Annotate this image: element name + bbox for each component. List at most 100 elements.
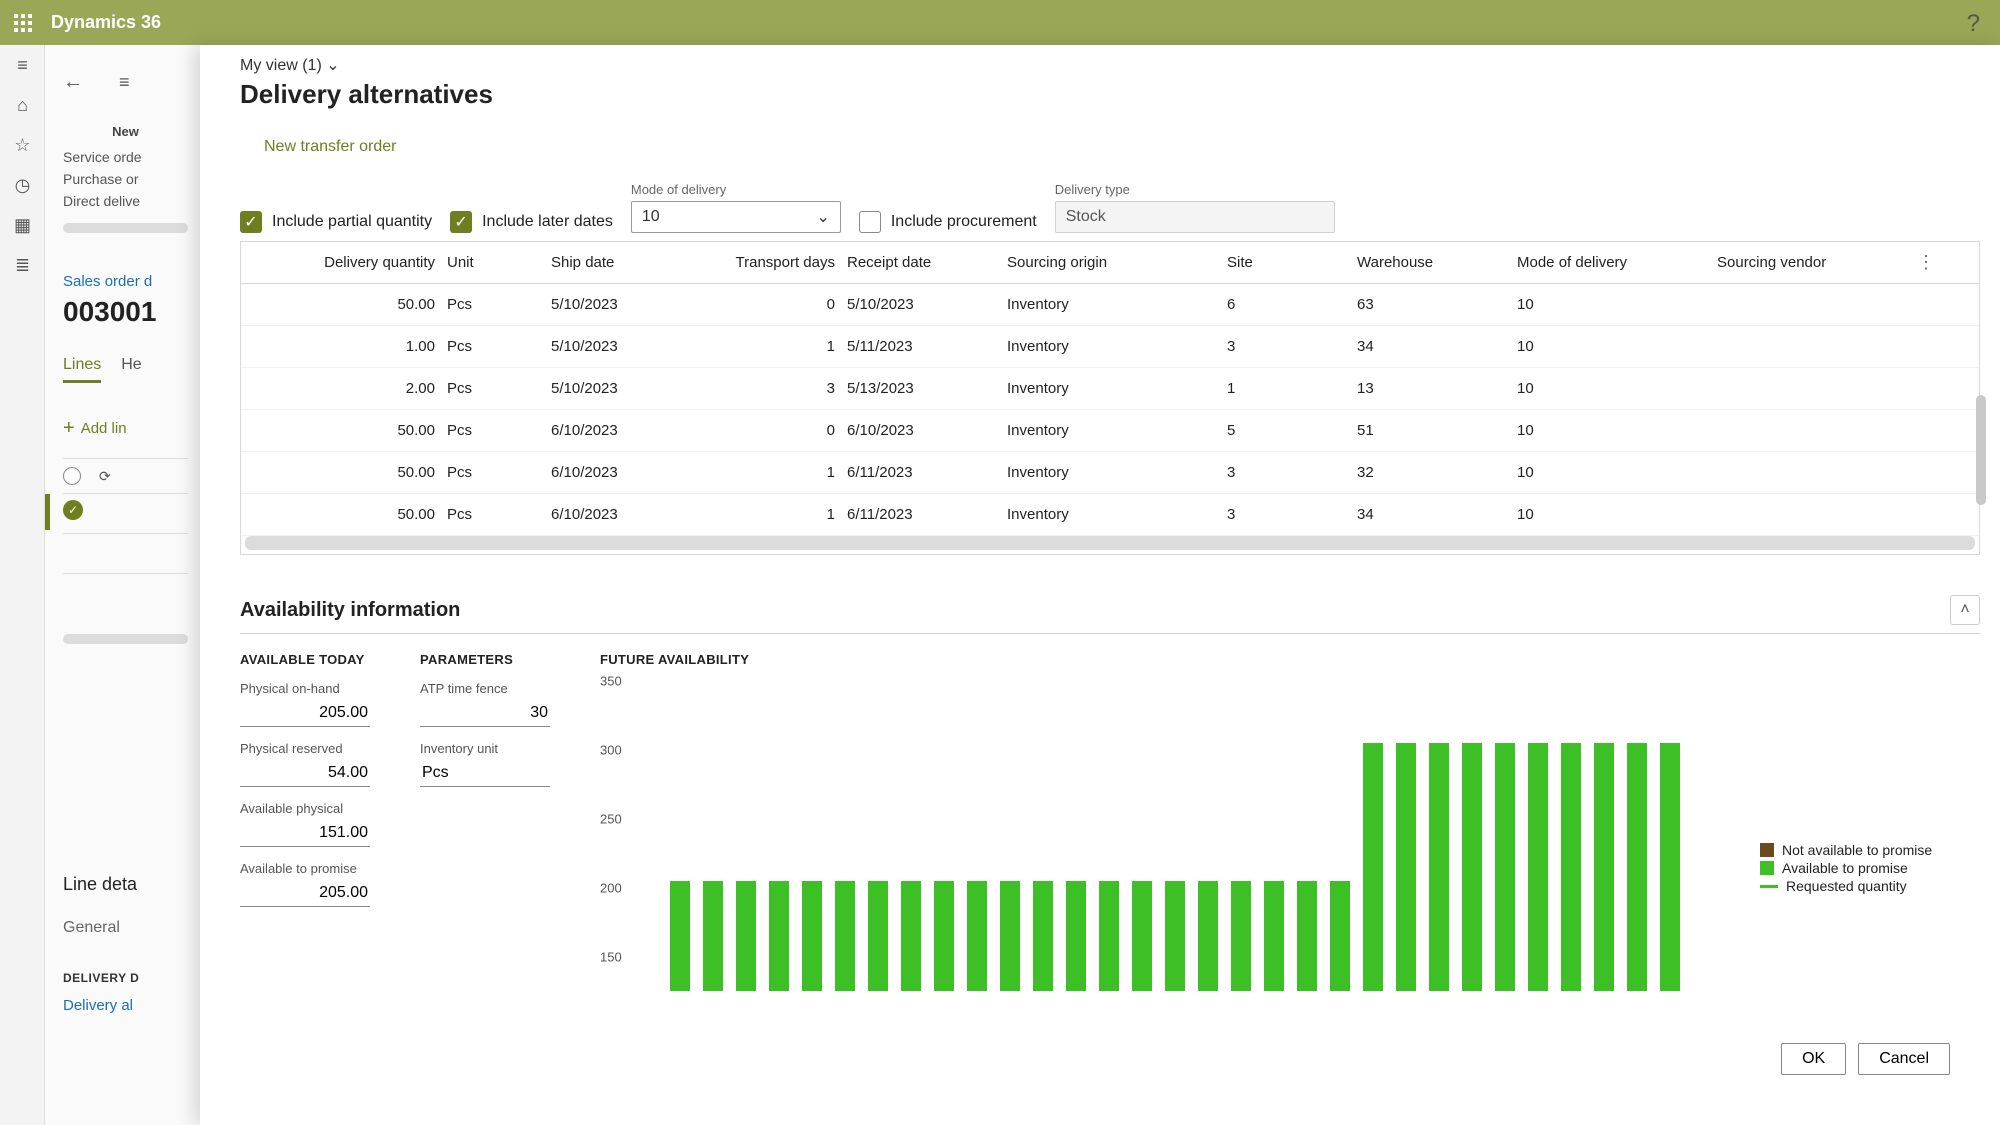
- chart-bar: [1330, 881, 1350, 991]
- physical-on-hand-value[interactable]: 205.00: [240, 700, 370, 727]
- col-header[interactable]: Sourcing origin: [1001, 254, 1221, 271]
- available-physical-value[interactable]: 151.00: [240, 820, 370, 847]
- chart-bar: [1396, 743, 1416, 991]
- col-header[interactable]: Mode of delivery: [1511, 254, 1711, 271]
- table-row[interactable]: 50.00Pcs6/10/202316/11/2023Inventory3341…: [241, 494, 1979, 536]
- delivery-section-header: DELIVERY D: [63, 971, 188, 985]
- row-check-icon[interactable]: ✓: [63, 500, 83, 520]
- chart-bar: [835, 881, 855, 991]
- bg-hscroll[interactable]: [63, 223, 188, 233]
- chart-bar: [1462, 743, 1482, 991]
- row-radio[interactable]: [63, 467, 81, 485]
- chart-bar: [1165, 881, 1185, 991]
- view-selector[interactable]: My view (1) ⌄: [240, 55, 1980, 75]
- col-header[interactable]: Warehouse: [1351, 254, 1511, 271]
- col-header[interactable]: Site: [1221, 254, 1351, 271]
- workspace-icon[interactable]: ▦: [0, 205, 45, 245]
- sales-order-link[interactable]: Sales order d: [63, 273, 188, 290]
- filter-icon[interactable]: ≡: [119, 72, 130, 93]
- tab-lines[interactable]: Lines: [63, 356, 101, 383]
- collapse-section-button[interactable]: ˄: [1950, 595, 1980, 625]
- more-columns-icon[interactable]: ⋮: [1911, 252, 1941, 273]
- chevron-down-icon: ⌄: [816, 207, 829, 227]
- chart-bar: [868, 881, 888, 991]
- bg-link[interactable]: Direct delive: [63, 193, 188, 209]
- table-vscroll[interactable]: [1976, 395, 1986, 505]
- col-header[interactable]: Ship date: [511, 254, 701, 271]
- chart-bar: [1660, 743, 1680, 991]
- checkbox-checked-icon: ✓: [240, 211, 262, 233]
- bg-link[interactable]: Service orde: [63, 149, 188, 165]
- chart-bar: [1264, 881, 1284, 991]
- field-label: Available to promise: [240, 861, 370, 876]
- dialog-footer: OK Cancel: [1761, 1035, 1950, 1075]
- page-title: Delivery alternatives: [240, 79, 1980, 110]
- mode-of-delivery-label: Mode of delivery: [631, 182, 841, 197]
- menu-icon[interactable]: ≡: [0, 45, 45, 85]
- back-arrow-icon[interactable]: ←: [63, 71, 83, 94]
- table-row[interactable]: 50.00Pcs6/10/202316/11/2023Inventory3321…: [241, 452, 1979, 494]
- table-hscroll[interactable]: [245, 536, 1975, 550]
- add-line-button[interactable]: +Add lin: [63, 417, 188, 440]
- atp-time-fence-value[interactable]: 30: [420, 700, 550, 727]
- chart-bar: [736, 881, 756, 991]
- col-header[interactable]: Sourcing vendor: [1711, 254, 1911, 271]
- refresh-icon[interactable]: ⟳: [99, 468, 111, 485]
- bg-link[interactable]: Purchase or: [63, 171, 188, 187]
- include-procurement-checkbox[interactable]: Include procurement: [859, 211, 1037, 233]
- background-page: ← ≡ New Service orde Purchase or Direct …: [45, 45, 200, 1125]
- view-label: My view (1): [240, 57, 322, 74]
- cancel-button[interactable]: Cancel: [1858, 1043, 1950, 1075]
- col-header[interactable]: Delivery quantity: [301, 254, 441, 271]
- field-label: Inventory unit: [420, 741, 550, 756]
- alternatives-table: Delivery quantity Unit Ship date Transpo…: [240, 241, 1980, 555]
- home-icon[interactable]: ⌂: [0, 85, 45, 125]
- col-header[interactable]: Receipt date: [841, 254, 1001, 271]
- checkbox-unchecked-icon: [859, 211, 881, 233]
- legend-label: Not available to promise: [1782, 842, 1932, 858]
- available-to-promise-value[interactable]: 205.00: [240, 880, 370, 907]
- col-header[interactable]: Unit: [441, 254, 511, 271]
- chart-bar: [1198, 881, 1218, 991]
- table-row[interactable]: 2.00Pcs5/10/202335/13/2023Inventory11310: [241, 368, 1979, 410]
- availability-chart: 350300250200150: [600, 681, 1730, 991]
- chart-bar: [1231, 881, 1251, 991]
- table-row[interactable]: 50.00Pcs5/10/202305/10/2023Inventory6631…: [241, 284, 1979, 326]
- brand-label: Dynamics 36: [51, 12, 161, 33]
- bg-hscroll[interactable]: [63, 634, 188, 644]
- field-label: Physical on-hand: [240, 681, 370, 696]
- chart-bar: [1297, 881, 1317, 991]
- tab-header[interactable]: He: [121, 356, 141, 383]
- col-header[interactable]: Transport days: [701, 254, 841, 271]
- delivery-type-label: Delivery type: [1055, 182, 1335, 197]
- chart-legend: Not available to promise Available to pr…: [1760, 842, 1932, 991]
- table-row[interactable]: 50.00Pcs6/10/202306/10/2023Inventory5511…: [241, 410, 1979, 452]
- field-label: ATP time fence: [420, 681, 550, 696]
- mode-of-delivery-select[interactable]: 10 ⌄: [631, 201, 841, 233]
- waffle-icon[interactable]: [0, 0, 45, 45]
- list-icon[interactable]: ≣: [0, 245, 45, 285]
- star-icon[interactable]: ☆: [0, 125, 45, 165]
- checkbox-label: Include later dates: [482, 213, 613, 231]
- physical-reserved-value[interactable]: 54.00: [240, 760, 370, 787]
- inventory-unit-value[interactable]: Pcs: [420, 760, 550, 787]
- legend-label: Requested quantity: [1786, 878, 1907, 894]
- checkbox-label: Include partial quantity: [272, 213, 432, 231]
- include-partial-checkbox[interactable]: ✓ Include partial quantity: [240, 211, 432, 233]
- include-later-checkbox[interactable]: ✓ Include later dates: [450, 211, 613, 233]
- table-row[interactable]: 1.00Pcs5/10/202315/11/2023Inventory33410: [241, 326, 1979, 368]
- legend-swatch: [1760, 861, 1774, 875]
- chart-bar: [769, 881, 789, 991]
- new-transfer-order-link[interactable]: New transfer order: [264, 138, 397, 156]
- help-icon[interactable]: ?: [1967, 10, 1980, 38]
- recent-icon[interactable]: ◷: [0, 165, 45, 205]
- general-tab[interactable]: General: [63, 919, 188, 937]
- app-topbar: Dynamics 36: [0, 0, 2000, 45]
- checkbox-label: Include procurement: [891, 213, 1037, 231]
- chart-bar: [1627, 743, 1647, 991]
- legend-line: [1760, 885, 1778, 888]
- chart-bar: [1528, 743, 1548, 991]
- chart-bar: [703, 881, 723, 991]
- ok-button[interactable]: OK: [1781, 1043, 1846, 1075]
- delivery-alternatives-link[interactable]: Delivery al: [63, 997, 188, 1014]
